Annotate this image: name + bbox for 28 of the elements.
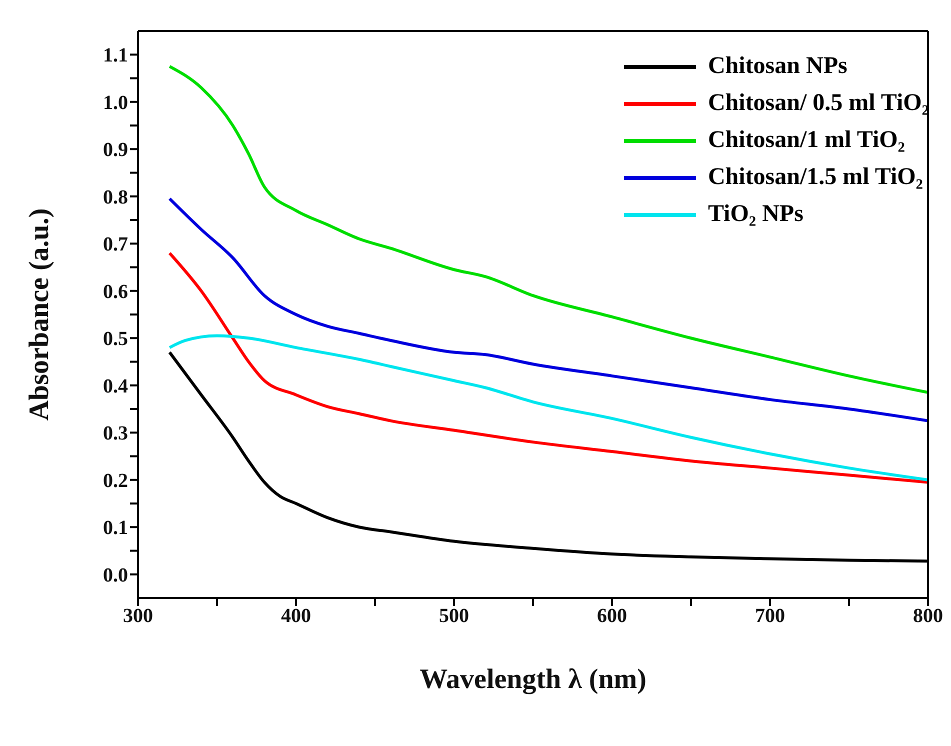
- line-series: [168, 334, 928, 482]
- y-tick-label: 0.9: [103, 139, 128, 162]
- y-tick-label: 0.0: [103, 564, 128, 586]
- legend-label: Chitosan/ 0.5 ml TiO₂: [708, 89, 929, 118]
- y-tick-label: 0.1: [103, 517, 128, 540]
- legend-label: Chitosan NPs: [708, 52, 848, 81]
- y-tick-label: 0.2: [103, 470, 128, 492]
- y-axis-title: Absorbance (a.u.): [24, 208, 55, 421]
- x-tick-label: 600: [597, 605, 627, 628]
- x-tick-label: 700: [755, 605, 785, 628]
- line-series: [168, 197, 928, 422]
- y-tick-label: 1.0: [103, 92, 128, 114]
- y-tick-label: 0.8: [103, 186, 128, 208]
- x-tick-label: 300: [123, 605, 153, 628]
- line-series: [168, 252, 928, 484]
- y-tick-label: 0.3: [103, 422, 128, 445]
- y-tick-label: 0.6: [103, 280, 128, 303]
- y-tick-label: 0.4: [103, 375, 128, 398]
- legend-label: TiO₂ NPs: [708, 200, 804, 229]
- x-tick-label: 500: [439, 605, 469, 628]
- x-tick-label: 400: [281, 605, 311, 628]
- y-tick-label: 0.5: [103, 328, 128, 350]
- legend-label: Chitosan/1.5 ml TiO₂: [708, 163, 923, 192]
- x-axis-title: Wavelength λ (nm): [420, 664, 646, 695]
- legend-label: Chitosan/1 ml TiO₂: [708, 126, 905, 155]
- y-tick-label: 1.1: [103, 44, 128, 67]
- y-tick-label: 0.7: [103, 234, 128, 256]
- x-tick-label: 800: [913, 605, 943, 628]
